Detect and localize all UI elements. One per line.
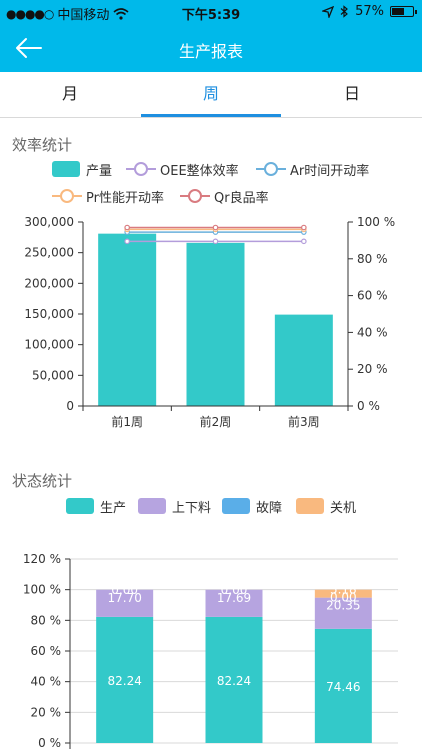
tab-week[interactable]: 周 <box>202 84 219 103</box>
loading-segment <box>314 597 372 629</box>
output-bar <box>186 242 245 406</box>
fault-label: 0.00 <box>111 583 138 597</box>
legend-swatch <box>222 498 250 514</box>
battery-icon <box>390 6 417 17</box>
y-tick-label-left: 300,000 <box>24 215 74 229</box>
status-section-title: 状态统计 <box>12 472 73 490</box>
y-tick-label-left: 100,000 <box>24 338 74 352</box>
legend-swatch <box>256 161 286 177</box>
y-tick-label: 20 % <box>31 705 62 719</box>
qr-line-point <box>212 224 219 231</box>
fault-label: 0.00 <box>330 591 357 605</box>
output-bar <box>274 314 333 406</box>
y-tick-label: 40 % <box>31 675 62 689</box>
loading-segment <box>96 589 154 617</box>
legend-swatch <box>52 161 80 177</box>
bluetooth-icon <box>340 5 349 18</box>
oee-line-point <box>212 238 219 245</box>
legend-swatch <box>296 498 324 514</box>
production-label: 82.24 <box>107 674 141 688</box>
y-tick-label: 100 % <box>23 583 61 597</box>
page-title: 生产报表 <box>178 42 243 61</box>
y-tick-label: 0 % <box>38 736 61 750</box>
x-tick-label: 前3周 <box>288 414 320 429</box>
x-tick-label: 前2周 <box>200 414 232 429</box>
period-tabs: 月 周 日 <box>0 72 422 118</box>
oee-line-point <box>124 238 130 245</box>
y-tick-label-left: 150,000 <box>24 307 74 321</box>
y-tick-label-left: 0 <box>66 399 74 413</box>
nav-bar: 生产报表 <box>0 24 422 72</box>
legend-swatch <box>66 498 94 514</box>
tab-active-indicator <box>141 114 281 117</box>
legend-swatch <box>180 188 210 204</box>
oee-line-point <box>301 238 307 245</box>
carrier-name: 中国移动 <box>57 8 110 23</box>
status-time: 下午5:39 <box>181 8 241 23</box>
y-tick-label: 60 % <box>31 644 62 658</box>
legend-swatch <box>138 498 166 514</box>
legend-fault[interactable]: 故障 <box>222 497 282 516</box>
y-tick-label-left: 250,000 <box>24 246 74 260</box>
tab-month[interactable]: 月 <box>61 84 78 103</box>
production-segment <box>314 628 372 743</box>
y-tick-label-right: 80 % <box>357 252 388 266</box>
output-bar <box>98 233 157 406</box>
legend-shutdown[interactable]: 关机 <box>296 497 356 516</box>
y-tick-label-right: 100 % <box>357 215 395 229</box>
fault-label: 0.00 <box>221 583 248 597</box>
legend-production[interactable]: 生产 <box>66 497 126 516</box>
production-segment <box>96 616 154 743</box>
shutdown-segment <box>314 589 372 598</box>
efficiency-chart: 0 50,000 100,000 150,000 200,000 250,000 300,0… <box>24 215 395 429</box>
y-tick-label-right: 0 % <box>357 399 380 413</box>
y-tick-label-right: 60 % <box>357 289 388 303</box>
loading-label: 17.70 <box>107 591 141 605</box>
legend-qr[interactable]: Qr良品率 <box>180 187 269 206</box>
loading-segment <box>205 589 263 617</box>
y-tick-label-left: 50,000 <box>32 368 74 382</box>
y-tick-label: 80 % <box>31 613 62 627</box>
status-chart: 0 %20 %40 %60 %80 %100 %120 %82.2417.700… <box>23 552 398 750</box>
legend-loading[interactable]: 上下料 <box>138 497 211 516</box>
production-label: 82.24 <box>217 674 251 688</box>
legend-oee[interactable]: OEE整体效率 <box>126 160 239 179</box>
loading-label: 20.35 <box>326 599 360 613</box>
qr-line-point <box>124 224 130 231</box>
battery-percent: 57% <box>355 4 384 19</box>
x-tick-label: 前1周 <box>111 414 143 429</box>
legend-output[interactable]: 产量 <box>52 160 112 179</box>
loading-label: 17.69 <box>217 591 251 605</box>
y-tick-label-right: 40 % <box>357 325 388 339</box>
wifi-icon <box>113 7 129 20</box>
qr-line-point <box>301 224 307 231</box>
production-segment <box>205 616 263 743</box>
y-tick-label: 120 % <box>23 552 61 566</box>
status-bar: ●●●●○ 中国移动 下午5:39 57% <box>0 0 422 24</box>
legend-swatch <box>52 188 82 204</box>
location-icon <box>322 5 335 18</box>
y-tick-label-right: 20 % <box>357 362 388 376</box>
legend-swatch <box>126 161 156 177</box>
tab-day[interactable]: 日 <box>343 84 360 103</box>
y-tick-label-left: 200,000 <box>24 276 74 290</box>
efficiency-section-title: 效率统计 <box>12 136 73 154</box>
back-arrow-icon[interactable] <box>14 34 44 62</box>
shutdown-label: 5.18 <box>330 583 357 597</box>
production-label: 74.46 <box>326 680 360 694</box>
legend-pr[interactable]: Pr性能开动率 <box>52 187 164 206</box>
legend-ar[interactable]: Ar时间开动率 <box>256 160 369 179</box>
signal-icon: ●●●●○ <box>6 6 54 21</box>
